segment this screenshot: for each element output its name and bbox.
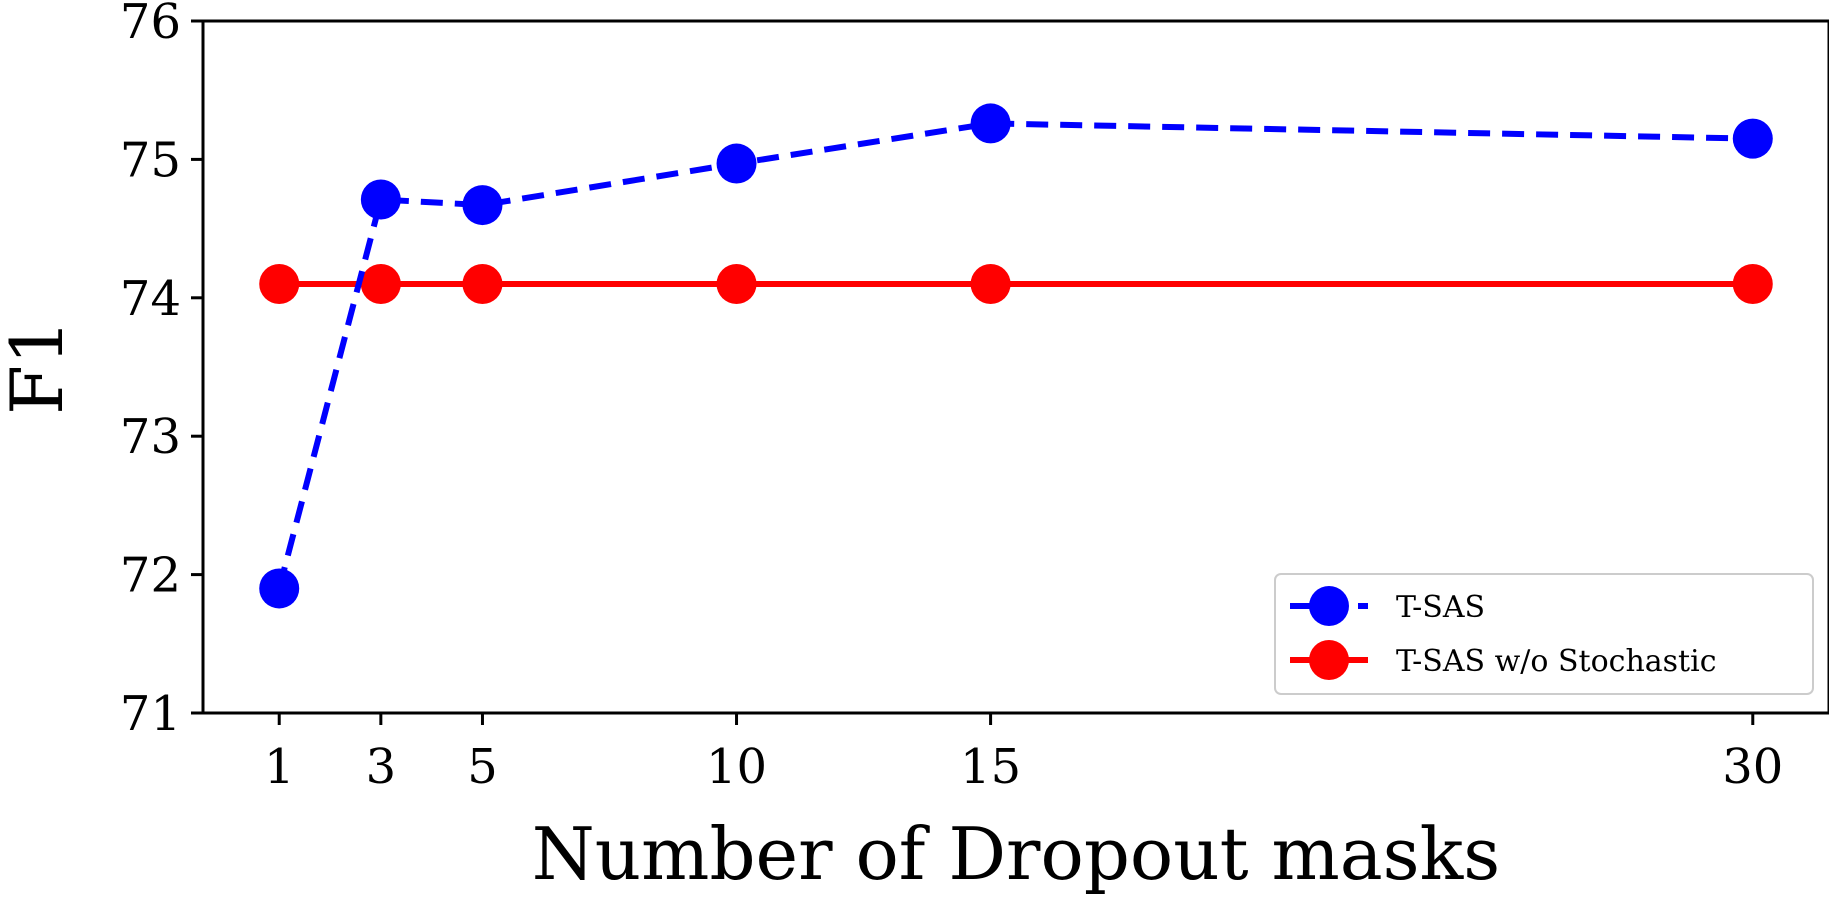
legend-item: T-SAS (1290, 586, 1485, 626)
axes-frame (201, 19, 1829, 715)
series-layer (259, 103, 1773, 609)
series-t-sas-wo-stochastic (259, 263, 1773, 304)
legend-item: T-SAS w/o Stochastic (1290, 640, 1717, 680)
y-tick-label: 76 (120, 0, 181, 50)
data-point (462, 263, 503, 304)
data-point (970, 103, 1011, 144)
data-point (462, 185, 503, 226)
x-axis: 1 3 5 10 15 30 (264, 713, 1783, 795)
legend-label: T-SAS (1396, 590, 1485, 625)
y-axis: 71 72 73 74 75 76 (120, 0, 203, 742)
data-point (1732, 118, 1773, 159)
data-point (716, 143, 757, 184)
plot-area (201, 19, 1829, 715)
series-t-sas (259, 103, 1773, 609)
legend-marker (1309, 586, 1349, 626)
y-tick-label: 75 (120, 132, 181, 188)
data-point (1732, 263, 1773, 304)
data-point (970, 263, 1011, 304)
data-point (360, 179, 401, 220)
legend-items: T-SAS T-SAS w/o Stochastic (1290, 586, 1717, 680)
series-line (276, 120, 1753, 590)
data-point (716, 263, 757, 304)
y-tick-label: 73 (120, 409, 181, 465)
data-point (259, 568, 300, 609)
x-tick-label: 5 (467, 739, 498, 795)
y-tick-label: 74 (120, 271, 181, 327)
legend-marker (1309, 640, 1349, 680)
legend-box (1274, 573, 1814, 695)
data-point (259, 263, 300, 304)
legend-label: T-SAS w/o Stochastic (1396, 644, 1717, 679)
x-axis-title: Number of Dropout masks (532, 812, 1500, 896)
x-tick-label: 3 (366, 739, 397, 795)
x-tick-label: 1 (264, 739, 295, 795)
legend: T-SAS T-SAS w/o Stochastic (1274, 573, 1814, 695)
data-point (360, 263, 401, 304)
x-tick-label: 30 (1722, 739, 1783, 795)
y-tick-label: 72 (120, 548, 181, 604)
x-tick-label: 10 (706, 739, 767, 795)
y-axis-title: F1 (0, 319, 79, 415)
x-tick-label: 15 (960, 739, 1021, 795)
y-tick-label: 71 (120, 686, 181, 742)
